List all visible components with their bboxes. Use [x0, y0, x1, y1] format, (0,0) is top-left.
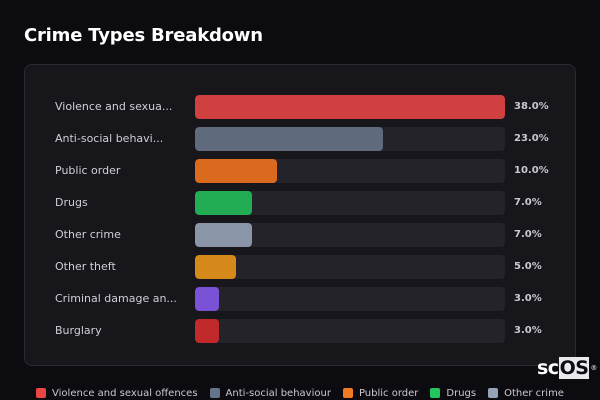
bar-label: Criminal damage an...	[55, 292, 177, 305]
bar-value: 7.0%	[514, 197, 542, 208]
legend-label: Drugs	[446, 387, 477, 399]
bar-label: Violence and sexua...	[55, 100, 173, 113]
bar-value: 5.0%	[514, 261, 542, 272]
bar-track	[195, 319, 505, 343]
bar-value: 10.0%	[514, 165, 549, 176]
bar-label: Other theft	[55, 260, 116, 273]
bar-value: 7.0%	[514, 229, 542, 240]
bar-track	[195, 223, 505, 247]
legend-item[interactable]: Drugs	[430, 386, 476, 400]
chart-card: Violence and sexua... 38.0% Anti-social be…	[24, 64, 576, 366]
legend-label: Public order	[358, 387, 419, 399]
legend-swatch-icon	[342, 388, 353, 398]
bar-fill[interactable]	[195, 127, 383, 151]
watermark-os: OS	[558, 357, 590, 379]
legend-swatch-icon	[488, 388, 499, 398]
legend-label: Violence and sexual offences	[52, 387, 198, 399]
bar-label: Burglary	[55, 324, 102, 337]
bar-row: Violence and sexua... 38.0%	[25, 95, 575, 119]
legend-item[interactable]: Public order	[342, 386, 419, 400]
bar-fill[interactable]	[195, 95, 505, 119]
bar-row: Public order 10.0%	[25, 159, 575, 183]
bar-track	[195, 255, 505, 279]
chart-legend: Violence and sexual offences Anti-social …	[0, 386, 600, 400]
bar-row: Other crime 7.0%	[25, 223, 575, 247]
bar-row: Anti-social behavi... 23.0%	[25, 127, 575, 151]
bar-fill[interactable]	[195, 287, 220, 311]
bar-value: 23.0%	[514, 133, 549, 144]
bar-label: Drugs	[55, 196, 88, 209]
legend-label: Anti-social behaviour	[225, 387, 331, 399]
legend-item[interactable]: Other crime	[488, 386, 564, 400]
bar-row: Criminal damage an... 3.0%	[25, 287, 575, 311]
bar-track	[195, 287, 505, 311]
scos-watermark-logo: scOS ®	[537, 357, 597, 379]
bar-track	[195, 191, 505, 215]
bar-fill[interactable]	[195, 223, 253, 247]
legend-item[interactable]: Anti-social behaviour	[209, 386, 331, 400]
legend-item[interactable]: Violence and sexual offences	[36, 386, 198, 400]
watermark-sc: sc	[537, 357, 559, 379]
bar-fill[interactable]	[195, 255, 236, 279]
bar-label: Anti-social behavi...	[55, 132, 164, 145]
chart-title: Crime Types Breakdown	[24, 25, 263, 46]
bar-value: 38.0%	[514, 101, 549, 112]
bar-fill[interactable]	[195, 191, 253, 215]
bar-value: 3.0%	[514, 325, 542, 336]
legend-swatch-icon	[36, 388, 47, 398]
bar-track	[195, 127, 505, 151]
bar-label: Public order	[55, 164, 121, 177]
bar-value: 3.0%	[514, 293, 542, 304]
bar-label: Other crime	[55, 228, 121, 241]
bar-row: Other theft 5.0%	[25, 255, 575, 279]
legend-label: Other crime	[504, 387, 564, 399]
bar-row: Drugs 7.0%	[25, 191, 575, 215]
bar-track	[195, 95, 505, 119]
bar-track	[195, 159, 505, 183]
bar-row: Burglary 3.0%	[25, 319, 575, 343]
watermark-registered-mark: ®	[590, 364, 597, 372]
bar-fill[interactable]	[195, 319, 220, 343]
legend-swatch-icon	[430, 388, 441, 398]
legend-swatch-icon	[209, 388, 220, 398]
bar-fill[interactable]	[195, 159, 277, 183]
